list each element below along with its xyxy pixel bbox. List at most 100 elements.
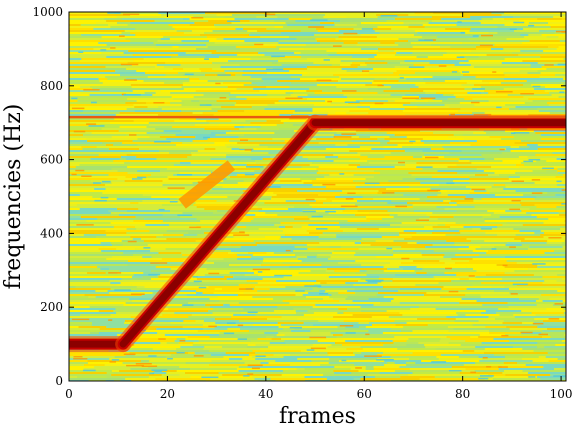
heatmap-cell bbox=[69, 144, 106, 146]
heatmap-speck bbox=[311, 215, 323, 218]
heatmap-cell bbox=[509, 292, 543, 294]
heatmap-cell bbox=[513, 16, 521, 18]
heatmap-cell bbox=[83, 134, 127, 136]
heatmap-cell bbox=[383, 344, 407, 346]
heatmap-cell bbox=[368, 298, 394, 300]
heatmap-cell bbox=[379, 372, 413, 374]
heatmap-cell bbox=[528, 248, 566, 250]
heatmap-cell bbox=[69, 356, 115, 358]
heatmap-cell bbox=[484, 220, 520, 222]
heatmap-cell bbox=[236, 46, 277, 48]
heatmap-speck bbox=[481, 34, 493, 37]
heatmap-cell bbox=[166, 230, 220, 232]
heatmap-cell bbox=[358, 318, 370, 320]
heatmap-cell bbox=[448, 136, 456, 138]
heatmap-cell bbox=[548, 22, 566, 24]
heatmap-cell bbox=[113, 310, 160, 312]
heatmap-cell bbox=[316, 172, 380, 174]
heatmap-cell bbox=[252, 296, 306, 298]
heatmap-cell bbox=[547, 192, 566, 194]
heatmap-cell bbox=[459, 278, 469, 280]
heatmap-cell bbox=[413, 260, 426, 262]
heatmap-cell bbox=[319, 238, 362, 240]
heatmap-cell bbox=[189, 78, 200, 80]
heatmap-cell bbox=[92, 324, 150, 326]
heatmap-cell bbox=[318, 320, 344, 322]
heatmap-cell bbox=[196, 218, 223, 220]
heatmap-cell bbox=[164, 66, 221, 68]
heatmap-cell bbox=[116, 284, 132, 286]
heatmap-cell bbox=[216, 14, 232, 16]
heatmap-cell bbox=[412, 330, 449, 332]
heatmap-cell bbox=[266, 252, 274, 254]
heatmap-cell bbox=[77, 100, 93, 102]
heatmap-cell bbox=[132, 90, 161, 92]
heatmap-cell bbox=[343, 94, 391, 96]
heatmap-cell bbox=[188, 192, 253, 194]
heatmap-cell bbox=[492, 378, 541, 380]
heatmap-cell bbox=[124, 162, 131, 164]
heatmap-cell bbox=[403, 194, 417, 196]
heatmap-cell bbox=[389, 136, 401, 138]
heatmap-cell bbox=[69, 14, 131, 16]
heatmap-cell bbox=[82, 148, 109, 150]
heatmap-cell bbox=[110, 282, 121, 284]
heatmap-cell bbox=[277, 322, 304, 324]
heatmap-cell bbox=[302, 210, 343, 212]
heatmap-cell bbox=[427, 56, 461, 58]
heatmap-cell bbox=[207, 46, 236, 48]
heatmap-cell bbox=[69, 114, 116, 116]
heatmap-cell bbox=[473, 132, 486, 134]
heatmap-cell bbox=[353, 180, 389, 182]
heatmap-cell bbox=[276, 334, 285, 336]
heatmap-cell bbox=[469, 260, 507, 262]
heatmap-cell bbox=[396, 52, 413, 54]
heatmap-cell bbox=[182, 74, 206, 76]
heatmap-speck bbox=[182, 304, 194, 306]
heatmap-cell bbox=[241, 364, 290, 366]
heatmap-cell bbox=[350, 368, 366, 370]
heatmap-cell bbox=[489, 192, 548, 194]
heatmap-cell bbox=[244, 40, 279, 42]
heatmap-cell bbox=[285, 88, 309, 90]
heatmap-cell bbox=[402, 96, 419, 98]
heatmap-cell bbox=[316, 280, 358, 282]
heatmap-cell bbox=[112, 244, 123, 246]
heatmap-cell bbox=[421, 254, 445, 256]
heatmap-cell bbox=[499, 314, 514, 316]
heatmap-cell bbox=[136, 100, 182, 102]
heatmap-cell bbox=[135, 28, 175, 30]
heatmap-cell bbox=[224, 282, 246, 284]
heatmap-cell bbox=[334, 270, 360, 272]
heatmap-cell bbox=[532, 170, 547, 172]
heatmap-cell bbox=[360, 34, 414, 36]
heatmap-cell bbox=[69, 374, 112, 376]
heatmap-cell bbox=[69, 246, 104, 248]
heatmap-cell bbox=[346, 70, 364, 72]
heatmap-cell bbox=[218, 372, 274, 374]
heatmap-cell bbox=[96, 146, 162, 148]
heatmap-cell bbox=[128, 260, 184, 262]
heatmap-cell bbox=[540, 56, 566, 58]
heatmap-cell bbox=[460, 72, 504, 74]
heatmap-cell bbox=[69, 216, 81, 218]
heatmap-cell bbox=[249, 34, 315, 36]
heatmap-cell bbox=[93, 152, 132, 154]
heatmap-speck bbox=[199, 104, 212, 106]
heatmap-cell bbox=[537, 346, 545, 348]
heatmap-cell bbox=[212, 312, 241, 314]
heatmap-cell bbox=[521, 244, 566, 246]
heatmap-cell bbox=[204, 148, 216, 150]
heatmap-speck bbox=[302, 210, 316, 213]
heatmap-speck bbox=[448, 290, 459, 293]
heatmap-cell bbox=[338, 262, 390, 264]
heatmap-speck bbox=[208, 272, 220, 275]
heatmap-cell bbox=[399, 74, 464, 76]
heatmap-cell bbox=[162, 314, 192, 316]
heatmap-cell bbox=[208, 214, 234, 216]
heatmap-cell bbox=[69, 128, 102, 130]
heatmap-cell bbox=[226, 160, 236, 162]
heatmap-cell bbox=[562, 300, 566, 302]
heatmap-cell bbox=[174, 312, 213, 314]
heatmap-cell bbox=[333, 370, 359, 372]
